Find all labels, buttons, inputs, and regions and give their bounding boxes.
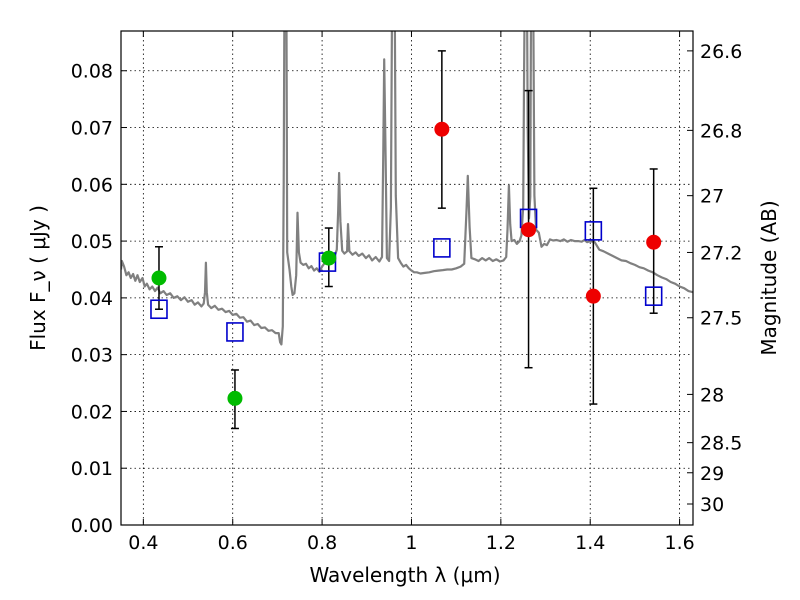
y-tick-label: 0.05 xyxy=(71,231,113,253)
y-tick-label: 0.02 xyxy=(71,401,113,423)
model-flux-square xyxy=(433,238,451,258)
x-tick-label: 1.4 xyxy=(575,532,605,554)
x-tick-label: 0.6 xyxy=(218,532,248,554)
nir-data-point xyxy=(521,222,537,238)
right-tick-label: 26.6 xyxy=(700,41,742,63)
y-tick-label: 0.00 xyxy=(71,515,113,537)
nir-data-point xyxy=(585,288,601,304)
y-tick-label: 0.08 xyxy=(71,61,113,83)
right-tick-label: 30 xyxy=(700,494,724,516)
model-spectrum-layer xyxy=(121,31,693,346)
x-tick-label: 0.4 xyxy=(128,532,158,554)
right-tick-label: 28.5 xyxy=(700,433,742,455)
x-tick-label: 1.6 xyxy=(664,532,694,554)
model-flux-square xyxy=(150,299,168,320)
model-spectrum-line xyxy=(121,31,693,346)
model-flux-square xyxy=(584,221,603,241)
right-tick-label: 27.5 xyxy=(700,308,742,330)
y-tick-label: 0.06 xyxy=(71,174,113,196)
right-axis-label: Magnitude (AB) xyxy=(757,200,781,355)
nir-data-point xyxy=(434,121,450,137)
right-tick-label: 28 xyxy=(700,384,724,406)
optical-data-point xyxy=(321,250,337,266)
optical-data-point xyxy=(227,390,243,406)
y-tick-label: 0.01 xyxy=(71,458,113,480)
x-tick-label: 0.8 xyxy=(307,532,337,554)
y-tick-label: 0.03 xyxy=(71,345,113,367)
right-tick-label: 27.2 xyxy=(700,242,742,264)
right-tick-label: 27 xyxy=(700,186,724,208)
data-markers xyxy=(150,121,663,406)
error-bars xyxy=(154,50,658,430)
axis-ticks xyxy=(121,31,693,526)
model-flux-square xyxy=(644,286,663,306)
nir-data-point xyxy=(646,234,662,250)
x-axis-label: Wavelength λ (μm) xyxy=(309,563,500,587)
model-flux-square xyxy=(226,322,244,342)
y-tick-label: 0.04 xyxy=(71,288,113,310)
x-tick-label: 1.2 xyxy=(486,532,516,554)
plot-frame xyxy=(120,30,694,526)
right-tick-label: 29 xyxy=(700,463,724,485)
optical-data-point xyxy=(151,270,167,286)
x-tick-label: 1 xyxy=(405,532,417,554)
y-axis-label: Flux F_ν ( μJy ) xyxy=(26,205,50,351)
y-tick-label: 0.07 xyxy=(71,118,113,140)
tick-labels: 0.4 0.6 0.8 1 1.2 1.4 1.6 0.00 0.01 0.02 0.03 0.04 0… xyxy=(71,41,743,554)
right-tick-label: 26.8 xyxy=(700,120,742,142)
